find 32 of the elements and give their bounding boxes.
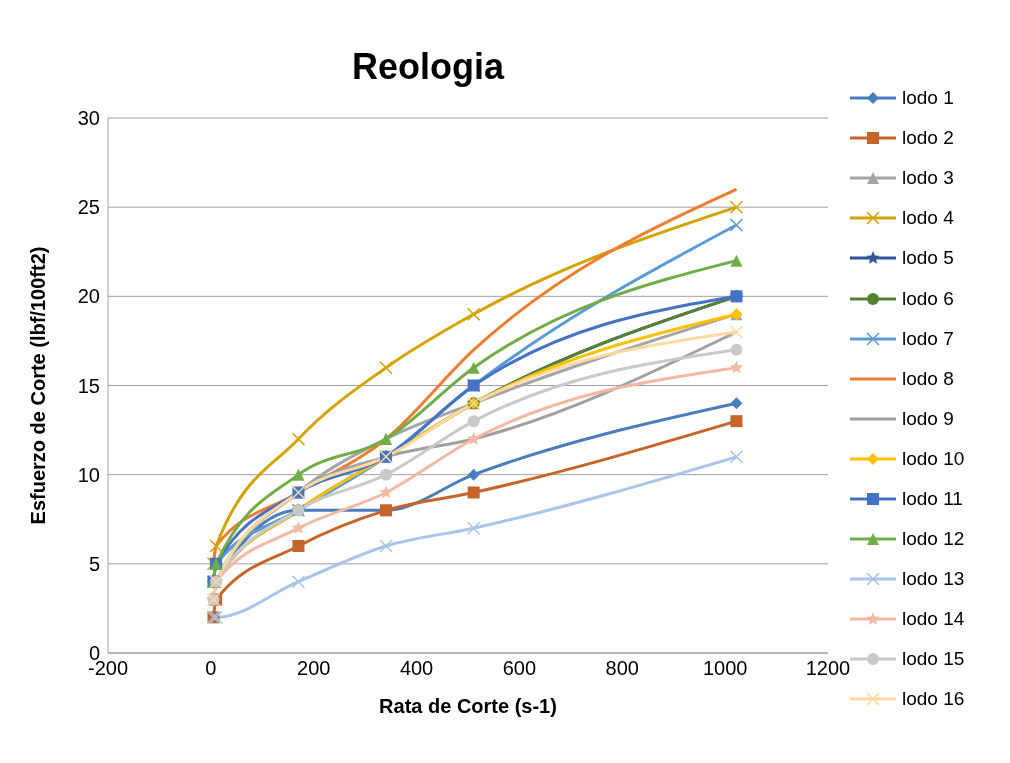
legend-label: lodo 15 bbox=[902, 648, 965, 671]
x-tick-label: 600 bbox=[502, 657, 537, 680]
legend-label: lodo 1 bbox=[902, 87, 954, 110]
x-tick-label: 1200 bbox=[805, 657, 851, 680]
chart-title: Reologia bbox=[351, 46, 506, 88]
legend-label: lodo 10 bbox=[902, 447, 965, 470]
legend-label: lodo 8 bbox=[902, 367, 954, 390]
y-tick-label: 5 bbox=[88, 552, 100, 575]
legend-label: lodo 6 bbox=[902, 287, 954, 310]
x-tick-label: 200 bbox=[297, 657, 331, 680]
legend-label: lodo 4 bbox=[902, 207, 954, 230]
legend-label: lodo 9 bbox=[902, 407, 954, 430]
x-tick-label: 400 bbox=[399, 657, 434, 680]
y-tick-label: 15 bbox=[77, 374, 100, 397]
x-tick-label: 0 bbox=[205, 657, 217, 680]
y-tick-label: 30 bbox=[77, 107, 100, 130]
legend-label: lodo 16 bbox=[902, 688, 965, 711]
legend-label: lodo 12 bbox=[902, 528, 965, 551]
y-tick-label: 25 bbox=[77, 196, 100, 219]
y-axis-title: Esfuerzo de Corte (lbf/100ft2) bbox=[27, 246, 50, 525]
legend-label: lodo 14 bbox=[902, 608, 965, 631]
legend-label: lodo 13 bbox=[902, 568, 965, 591]
legend-label: lodo 5 bbox=[902, 247, 954, 270]
legend-label: lodo 2 bbox=[902, 127, 954, 150]
x-tick-label: 1000 bbox=[702, 657, 748, 680]
legend-label: lodo 7 bbox=[902, 327, 954, 350]
legend-label: lodo 11 bbox=[902, 487, 963, 510]
y-tick-label: 20 bbox=[77, 285, 100, 308]
y-tick-label: 10 bbox=[77, 463, 100, 486]
x-tick-label: 800 bbox=[605, 657, 639, 680]
legend-label: lodo 3 bbox=[902, 167, 954, 190]
x-axis-title: Rata de Corte (s-1) bbox=[379, 695, 557, 717]
